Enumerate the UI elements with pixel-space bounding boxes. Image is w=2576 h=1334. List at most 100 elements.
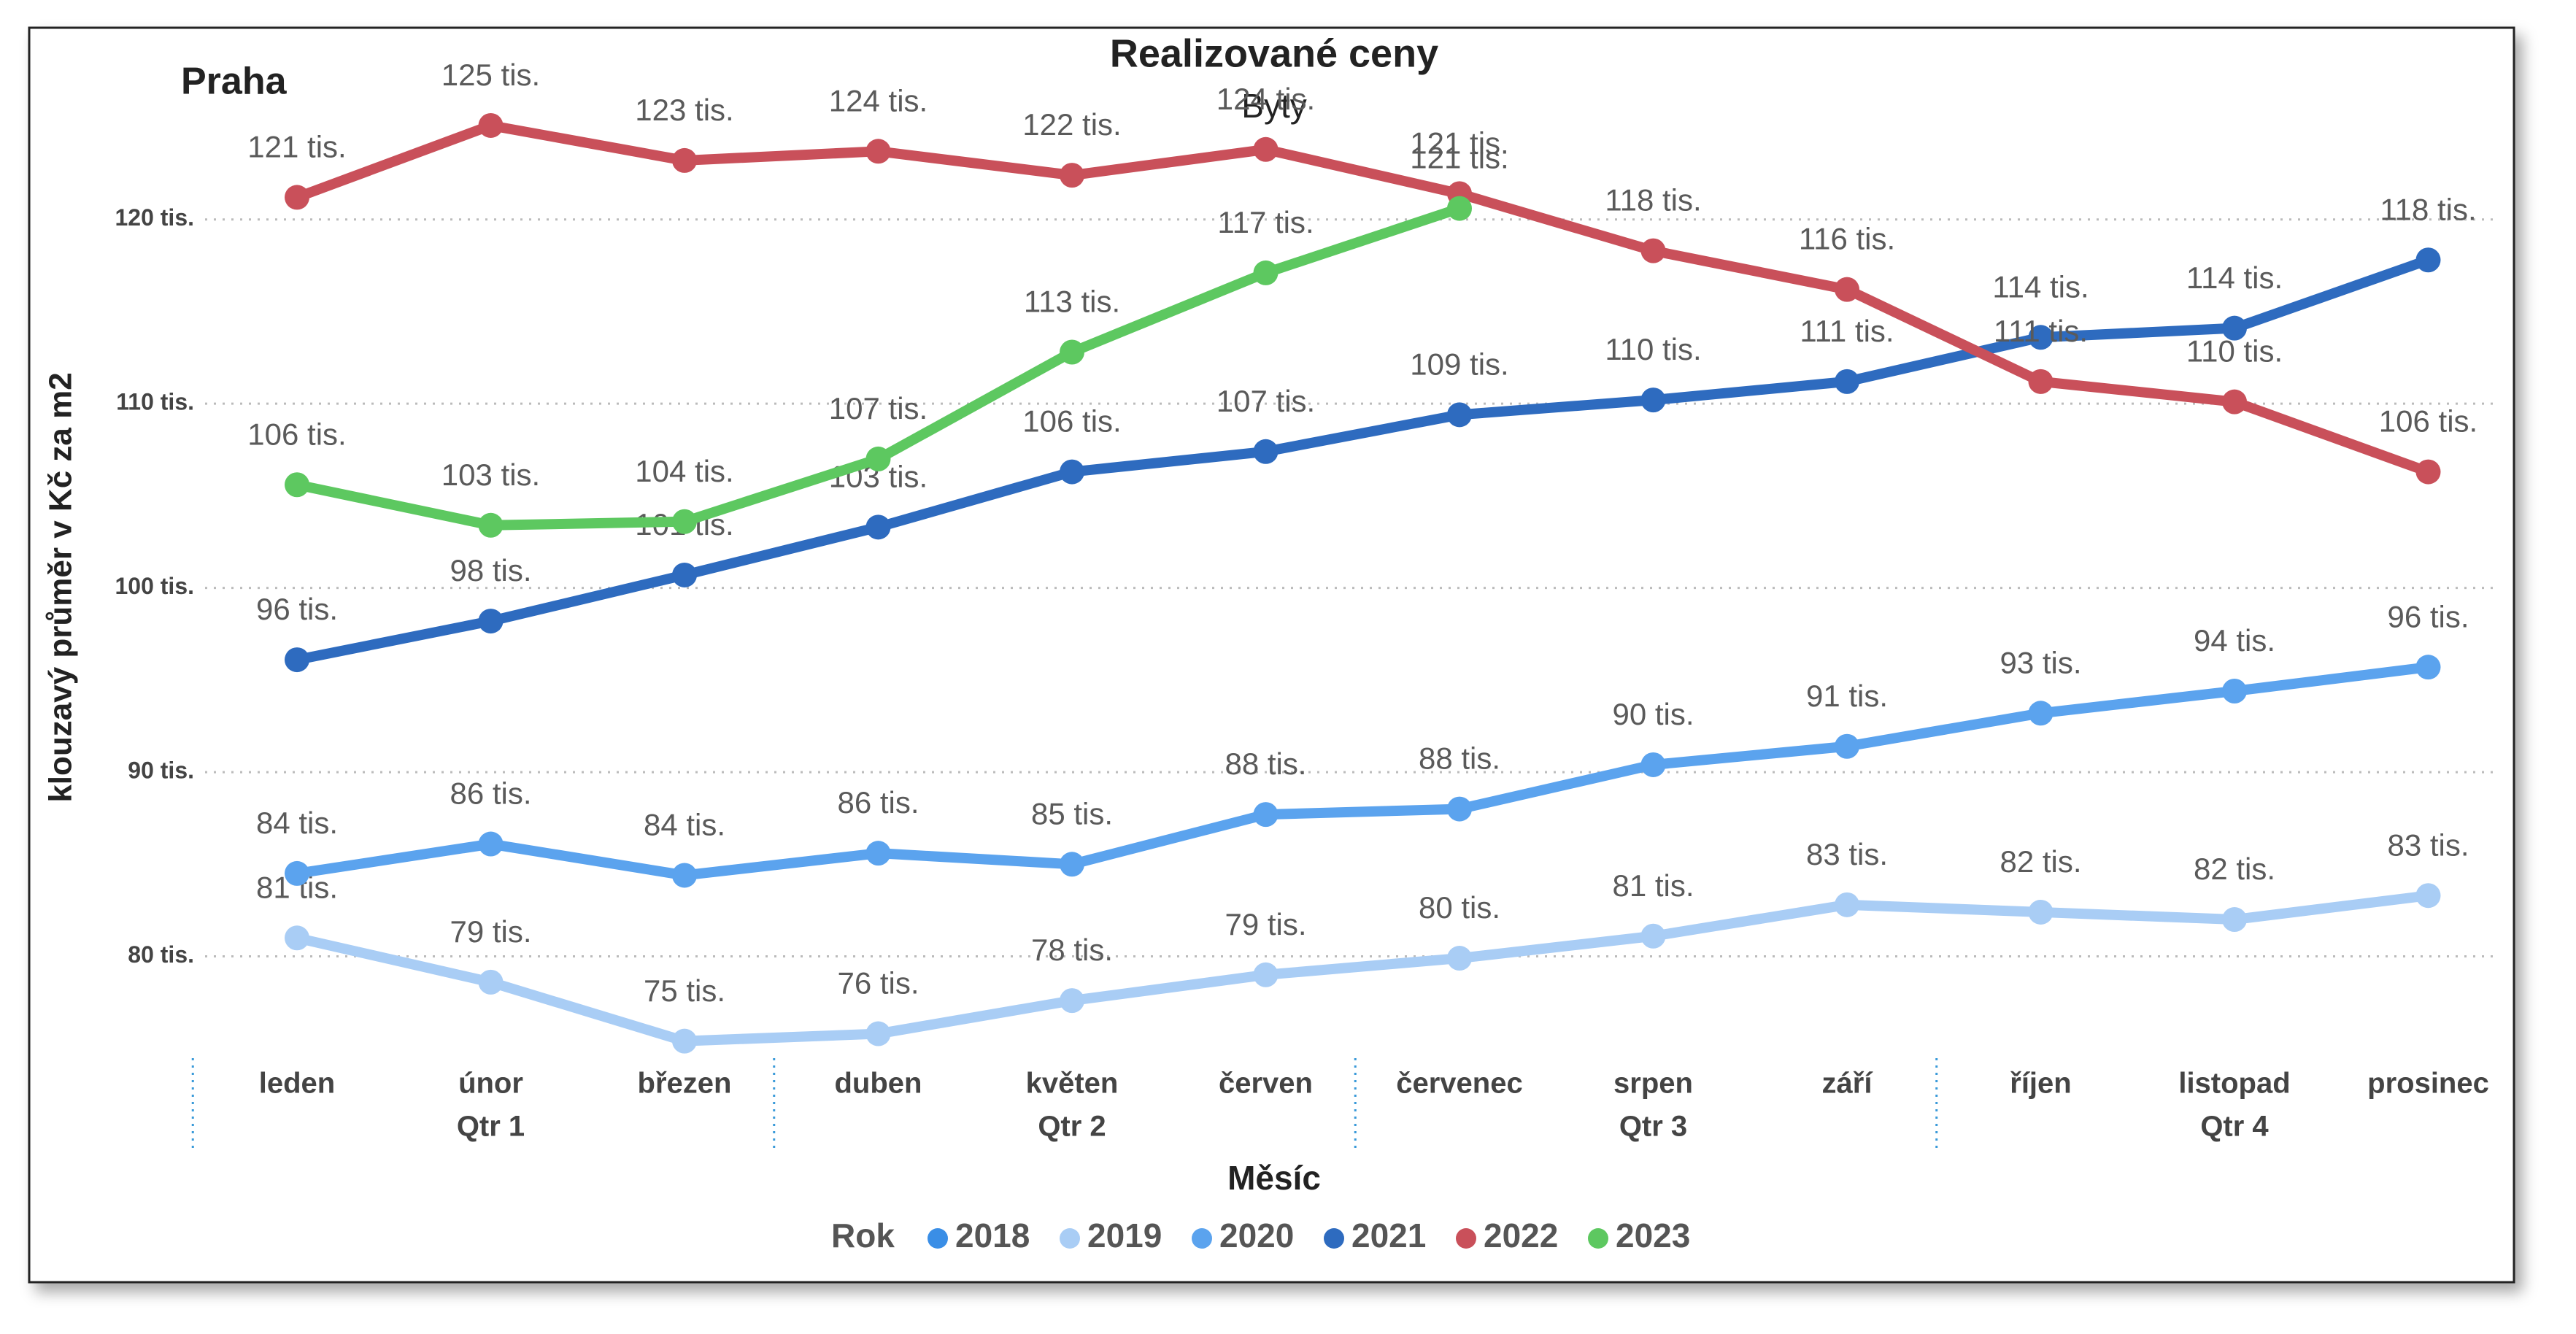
data-label: 96 tis.	[256, 592, 338, 626]
data-label: 106 tis.	[1022, 404, 1121, 439]
x-tick-label: červenec	[1396, 1068, 1522, 1100]
data-point	[1835, 733, 1859, 759]
data-point	[1447, 946, 1472, 971]
data-label: 86 tis.	[837, 785, 919, 820]
y-tick-label: 110 tis.	[116, 389, 194, 415]
data-label: 104 tis.	[635, 454, 733, 488]
data-point	[672, 509, 697, 534]
legend-label: 2019	[1087, 1217, 1162, 1254]
data-point	[285, 185, 309, 210]
data-label: 78 tis.	[1031, 933, 1113, 967]
data-point	[2415, 247, 2441, 273]
data-point	[1060, 459, 1084, 485]
data-label: 114 tis.	[1992, 269, 2089, 304]
data-point	[285, 647, 309, 673]
legend-label: 2021	[1351, 1217, 1426, 1254]
data-point	[1060, 339, 1084, 365]
chart-subtitle: Byty	[1241, 87, 1306, 125]
data-label: 121 tis.	[1410, 126, 1508, 160]
data-point	[2222, 678, 2247, 703]
chart-title: Realizované ceny	[1110, 31, 1438, 75]
data-label: 121 tis.	[1410, 141, 1508, 175]
data-label: 94 tis.	[2194, 623, 2275, 658]
data-point	[1060, 852, 1084, 877]
data-point	[1447, 196, 1472, 221]
x-tick-label: červen	[1219, 1068, 1313, 1100]
data-label: 98 tis.	[450, 553, 531, 587]
data-point	[1447, 796, 1472, 822]
data-point	[1447, 402, 1472, 428]
data-point	[1640, 238, 1666, 263]
x-group-label: Qtr 2	[1038, 1111, 1106, 1143]
x-tick-label: únor	[458, 1068, 523, 1100]
data-label: 109 tis.	[1410, 347, 1508, 381]
x-tick-label: květen	[1026, 1068, 1119, 1100]
series-line	[292, 120, 2434, 477]
data-label: 114 tis.	[2186, 261, 2283, 295]
annotation: Praha	[181, 61, 288, 103]
legend-swatch	[1456, 1228, 1476, 1249]
data-point	[672, 147, 697, 173]
y-axis-label: klouzavý průměr v Kč za m2	[43, 372, 79, 802]
y-tick-label: 100 tis.	[115, 573, 194, 599]
legend-label: 2018	[955, 1217, 1030, 1254]
legend-title: Rok	[831, 1217, 895, 1254]
x-axis-label: Měsíc	[1227, 1159, 1321, 1197]
x-group-label: Qtr 3	[1619, 1111, 1687, 1143]
data-point	[1640, 923, 1666, 949]
data-label: 82 tis.	[2194, 852, 2275, 886]
legend-swatch	[1192, 1228, 1212, 1249]
x-tick-label: říjen	[2010, 1068, 2071, 1100]
data-label: 96 tis.	[2387, 599, 2469, 633]
data-label: 84 tis.	[256, 806, 338, 840]
data-label: 117 tis.	[1217, 205, 1314, 239]
series-line	[292, 890, 2434, 1046]
data-point	[2415, 883, 2441, 909]
data-point	[672, 562, 697, 587]
data-label: 90 tis.	[1612, 697, 1694, 731]
legend-label: 2020	[1219, 1217, 1294, 1254]
data-point	[478, 831, 504, 857]
data-label: 80 tis.	[1419, 890, 1500, 925]
legend-label: 2023	[1616, 1217, 1690, 1254]
data-label: 75 tis.	[644, 973, 725, 1008]
data-label: 124 tis.	[829, 83, 928, 117]
x-tick-label: září	[1822, 1068, 1874, 1100]
data-point	[285, 472, 309, 498]
data-point	[2028, 701, 2054, 726]
x-tick-label: prosinec	[2367, 1068, 2489, 1100]
data-point	[1253, 802, 1279, 828]
data-label: 83 tis.	[2387, 828, 2469, 862]
data-label: 123 tis.	[635, 93, 733, 127]
data-point	[1253, 439, 1279, 464]
data-label: 122 tis.	[1022, 107, 1121, 142]
data-label: 85 tis.	[1031, 796, 1113, 830]
data-point	[2028, 325, 2054, 350]
data-label: 124 tis.	[1216, 82, 1315, 116]
y-tick-label: 120 tis.	[115, 204, 194, 231]
y-tick-label: 80 tis.	[128, 941, 194, 968]
data-point	[285, 925, 309, 951]
data-point	[478, 112, 504, 138]
chart-frame	[28, 26, 2515, 1284]
data-point	[865, 139, 891, 164]
data-label: 125 tis.	[441, 58, 540, 92]
data-point	[2415, 459, 2441, 485]
legend-swatch	[1588, 1228, 1608, 1249]
data-label: 79 tis.	[1225, 907, 1306, 941]
data-label: 82 tis.	[2000, 844, 2081, 879]
data-label: 107 tis.	[829, 391, 928, 425]
data-label: 86 tis.	[450, 776, 531, 811]
data-point	[2415, 655, 2441, 680]
data-point	[1640, 752, 1666, 777]
data-label: 81 tis.	[1612, 868, 1694, 903]
y-tick-label: 90 tis.	[128, 757, 194, 784]
data-point	[865, 514, 891, 540]
data-label: 83 tis.	[1806, 837, 1888, 871]
data-point	[1835, 277, 1859, 302]
data-label: 118 tis.	[1605, 183, 1701, 217]
data-label: 111 tis.	[1800, 314, 1894, 348]
data-label: 93 tis.	[2000, 645, 2081, 679]
data-point	[1253, 260, 1279, 285]
